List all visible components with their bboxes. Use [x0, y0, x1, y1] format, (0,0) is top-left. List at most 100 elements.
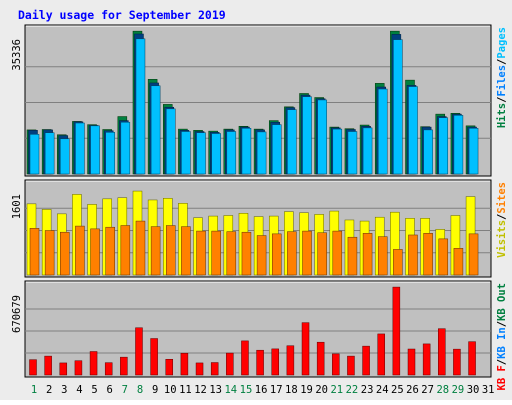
bar-sites [468, 233, 479, 276]
day-tick-label: 26 [406, 384, 419, 396]
axis-label-segment: Hits [496, 103, 508, 128]
day-tick-label: 12 [194, 384, 207, 396]
bar-sites [75, 225, 85, 276]
bar-kbytes [135, 327, 143, 376]
bar-sites [256, 235, 267, 276]
bar-sites [90, 228, 100, 276]
axis-label-segment: / [496, 97, 508, 103]
day-tick-label: 22 [346, 384, 359, 396]
bar-pages [317, 99, 327, 175]
bar-kbytes [120, 356, 128, 376]
bar-kbytes [241, 340, 249, 376]
day-tick-label: 2 [46, 384, 52, 396]
bar-kbytes [74, 360, 83, 376]
bar-pages [29, 134, 40, 175]
bar-sites [377, 236, 388, 276]
bar-sites [226, 231, 237, 276]
day-tick-label: 11 [179, 384, 192, 396]
bar-pages [196, 132, 206, 175]
axis-label-segment: / [496, 321, 508, 327]
bar-sites [362, 233, 373, 276]
axis-label-segment: Pages [496, 27, 508, 59]
bar-kbytes [271, 348, 279, 376]
axis-label-segment: KB In [496, 327, 508, 359]
bar-pages [166, 108, 176, 175]
bar-kbytes [332, 353, 340, 376]
bar-kbytes [392, 286, 401, 376]
bar-pages [271, 124, 282, 175]
bar-pages [287, 109, 297, 175]
axis-label-segment: / [496, 359, 508, 365]
bar-pages [453, 115, 464, 175]
bar-sites [166, 225, 176, 276]
day-tick-label: 29 [452, 384, 465, 396]
day-tick-label: 6 [107, 384, 113, 396]
day-tick-label: 18 [285, 384, 298, 396]
bar-sites [438, 238, 449, 276]
bar-kbytes [226, 352, 234, 376]
bar-kbytes [256, 349, 264, 376]
bar-kbytes [316, 341, 325, 376]
bar-sites [196, 230, 206, 276]
day-tick-label: 16 [255, 384, 268, 396]
bar-kbytes [150, 338, 158, 376]
bar-sites [347, 236, 358, 276]
bar-pages [393, 39, 403, 175]
bar-sites [60, 231, 70, 276]
chart-panels: 35336Hits/Files/Pages1601Visits/Sites670… [11, 24, 508, 391]
day-tick-label: 14 [224, 384, 237, 396]
bar-kbytes [165, 359, 174, 376]
bar-sites [271, 233, 282, 276]
bar-pages [120, 121, 131, 175]
series-axis-label: Visits/Sites [496, 182, 508, 258]
bar-sites [44, 230, 55, 276]
day-tick-label: 7 [122, 384, 128, 396]
axis-label-segment: Files [496, 65, 508, 97]
bar-sites [423, 233, 433, 276]
day-tick-label: 3 [61, 384, 67, 396]
bar-sites [332, 230, 343, 276]
day-tick-label: 9 [152, 384, 158, 396]
axis-label-segment: Sites [496, 182, 508, 214]
day-tick-label: 30 [467, 384, 480, 396]
bar-kbytes [362, 345, 370, 376]
bar-kbytes [438, 328, 446, 376]
bar-pages [44, 132, 55, 175]
bar-kbytes [180, 352, 189, 376]
day-tick-label: 27 [421, 384, 434, 396]
bar-pages [226, 131, 237, 175]
bar-pages [90, 125, 100, 175]
axis-label-segment: KB Out [496, 283, 508, 321]
bar-sites [408, 234, 418, 276]
bar-pages [362, 127, 373, 175]
y-max-label: 1601 [11, 194, 23, 219]
bar-kbytes [468, 341, 476, 376]
bar-pages [105, 132, 115, 175]
bar-pages [60, 138, 70, 175]
bar-pages [332, 128, 343, 175]
bar-sites [302, 230, 312, 276]
bar-kbytes [422, 343, 431, 376]
bar-sites [105, 226, 115, 276]
bar-kbytes [195, 362, 204, 376]
bar-sites [150, 226, 161, 276]
bar-sites [120, 225, 131, 276]
day-tick-label: 1 [31, 384, 37, 396]
bar-kbytes [89, 351, 98, 376]
day-tick-label: 10 [164, 384, 177, 396]
bar-pages [468, 128, 479, 175]
day-tick-label: 28 [436, 384, 449, 396]
day-tick-label: 19 [300, 384, 313, 396]
y-max-label: 35336 [11, 39, 23, 71]
axis-label-segment: KB F [496, 365, 508, 390]
bar-pages [438, 117, 449, 175]
bar-kbytes [377, 333, 385, 376]
series-axis-label: KB F/KB In/KB Out [496, 283, 508, 391]
day-tick-label: 8 [137, 384, 143, 396]
bar-kbytes [210, 362, 219, 376]
bar-sites [181, 226, 191, 276]
bar-pages [135, 38, 146, 175]
